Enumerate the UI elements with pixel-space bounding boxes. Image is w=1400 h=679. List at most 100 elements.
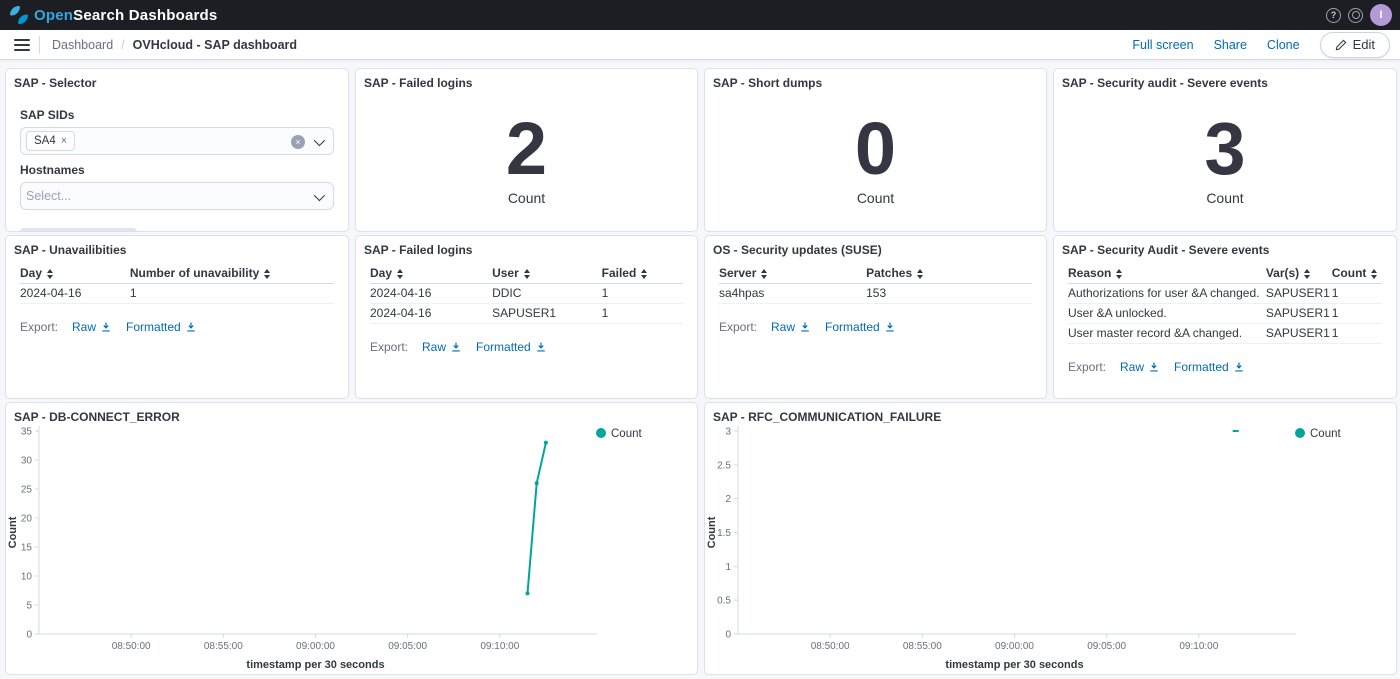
opensearch-logo-icon xyxy=(10,6,28,24)
export-raw-link[interactable]: Raw xyxy=(72,320,112,334)
table-row: 2024-04-16SAPUSER11 xyxy=(370,304,683,324)
line-chart[interactable]: 0510152025303508:50:0008:55:0009:00:0009… xyxy=(6,403,697,674)
remove-tag-icon[interactable]: × xyxy=(61,135,67,147)
legend-label: Count xyxy=(1310,428,1341,440)
table-cell: User master record &A changed. xyxy=(1068,324,1266,343)
sort-icon xyxy=(1304,269,1310,279)
y-tick-label: 2 xyxy=(725,494,731,505)
x-tick-label: 08:50:00 xyxy=(811,641,850,652)
chevron-down-icon[interactable] xyxy=(314,135,325,146)
panel-title[interactable]: SAP - Security Audit - Severe events xyxy=(1054,236,1396,257)
panel-title[interactable]: SAP - Short dumps xyxy=(705,69,1046,90)
table-row: User &A unlocked.SAPUSER11 xyxy=(1068,304,1382,324)
line-chart[interactable]: 00.511.522.5308:50:0008:55:0009:00:0009:… xyxy=(705,403,1396,674)
y-tick-label: 3 xyxy=(725,427,731,438)
table-row: 2024-04-16DDIC1 xyxy=(370,284,683,304)
share-button[interactable]: Share xyxy=(1214,38,1247,52)
table-cell: 1 xyxy=(602,304,683,323)
x-axis-title: timestamp per 30 seconds xyxy=(945,659,1083,671)
export-formatted-link[interactable]: Formatted xyxy=(825,320,896,334)
panel-title[interactable]: SAP - Selector xyxy=(6,69,348,90)
panel-title[interactable]: SAP - Unavailibities xyxy=(6,236,348,257)
hostnames-label: Hostnames xyxy=(20,163,334,177)
y-tick-label: 25 xyxy=(21,485,33,496)
help-icon[interactable]: ? xyxy=(1326,8,1341,23)
table-body: 2024-04-161 xyxy=(20,284,334,304)
export-row: Export: Raw Formatted xyxy=(20,320,334,334)
x-tick-label: 09:05:00 xyxy=(388,641,427,652)
sap-sids-label: SAP SIDs xyxy=(20,108,334,122)
table-cell: 1 xyxy=(602,284,683,303)
selector-buttons: Apply changes Cancel changes Clear form xyxy=(20,228,334,232)
table-cell: 153 xyxy=(866,284,1032,303)
table-cell: 2024-04-16 xyxy=(370,284,492,303)
panel-title[interactable]: SAP - Security audit - Severe events xyxy=(1054,69,1396,90)
y-axis-title: Count xyxy=(706,516,718,548)
sort-icon xyxy=(264,269,270,279)
legend-swatch xyxy=(1295,428,1305,438)
export-raw-link[interactable]: Raw xyxy=(771,320,811,334)
opensearch-logo[interactable]: OpenSearch Dashboards xyxy=(10,6,217,24)
edit-button[interactable]: Edit xyxy=(1320,32,1390,58)
column-header[interactable]: User xyxy=(492,264,602,283)
panel-title[interactable]: SAP - RFC_COMMUNICATION_FAILURE xyxy=(705,403,1396,424)
column-header[interactable]: Day xyxy=(370,264,492,283)
product-name: OpenSearch Dashboards xyxy=(34,7,217,24)
metric-value: 3 xyxy=(1204,112,1245,186)
column-header[interactable]: Number of unavaibility xyxy=(130,264,334,283)
sap-sids-combobox[interactable]: SA4 × × xyxy=(20,127,334,155)
panel-title[interactable]: SAP - Failed logins xyxy=(356,236,697,257)
download-icon xyxy=(535,341,547,353)
menu-icon[interactable] xyxy=(14,39,30,51)
metric-label: Count xyxy=(1206,190,1243,206)
download-icon xyxy=(185,321,197,333)
export-formatted-link[interactable]: Formatted xyxy=(126,320,197,334)
y-tick-label: 1 xyxy=(725,562,731,573)
legend-label: Count xyxy=(611,428,642,440)
y-tick-label: 10 xyxy=(21,572,33,583)
download-icon xyxy=(884,321,896,333)
export-raw-link[interactable]: Raw xyxy=(1120,360,1160,374)
download-icon xyxy=(100,321,112,333)
table-row: Authorizations for user &A changed.SAPUS… xyxy=(1068,284,1382,304)
table-header: ReasonVar(s)Count xyxy=(1068,264,1382,284)
column-header[interactable]: Day xyxy=(20,264,130,283)
sort-icon xyxy=(917,269,923,279)
column-header[interactable]: Reason xyxy=(1068,264,1266,283)
export-row: Export: Raw Formatted xyxy=(370,340,683,354)
apply-changes-button[interactable]: Apply changes xyxy=(20,228,137,232)
panel-short-dumps-metric: SAP - Short dumps 0 Count xyxy=(704,68,1047,232)
breadcrumb: Dashboard / OVHcloud - SAP dashboard xyxy=(52,38,297,52)
export-formatted-link[interactable]: Formatted xyxy=(476,340,547,354)
toolbar-actions: Full screen Share Clone Edit xyxy=(1132,32,1390,58)
panel-title[interactable]: SAP - DB-CONNECT_ERROR xyxy=(6,403,697,424)
breadcrumb-dashboard[interactable]: Dashboard xyxy=(52,38,113,52)
clone-button[interactable]: Clone xyxy=(1267,38,1300,52)
sort-icon xyxy=(1371,269,1377,279)
column-header[interactable]: Var(s) xyxy=(1266,264,1332,283)
selector-form: SAP SIDs SA4 × × Hostnames Select... App… xyxy=(6,90,348,232)
export-formatted-link[interactable]: Formatted xyxy=(1174,360,1245,374)
panel-db-connect-error-chart: 0510152025303508:50:0008:55:0009:00:0009… xyxy=(5,402,698,675)
download-icon xyxy=(1233,361,1245,373)
clear-selection-icon[interactable]: × xyxy=(291,135,305,149)
gear-icon[interactable] xyxy=(1348,8,1363,23)
toolbar-divider xyxy=(39,36,40,54)
column-header[interactable]: Server xyxy=(719,264,866,283)
panel-unavailabilities-table: SAP - Unavailibities DayNumber of unavai… xyxy=(5,235,349,399)
series-line xyxy=(527,443,545,594)
table-cell: SAPUSER1 xyxy=(1266,284,1332,303)
sort-icon xyxy=(641,269,647,279)
panel-title[interactable]: SAP - Failed logins xyxy=(356,69,697,90)
avatar[interactable]: I xyxy=(1370,4,1392,26)
panel-title[interactable]: OS - Security updates (SUSE) xyxy=(705,236,1046,257)
chevron-down-icon[interactable] xyxy=(314,190,325,201)
breadcrumb-separator: / xyxy=(121,38,124,52)
full-screen-button[interactable]: Full screen xyxy=(1132,38,1193,52)
column-header[interactable]: Count xyxy=(1332,264,1382,283)
column-header[interactable]: Failed xyxy=(602,264,683,283)
panel-security-audit-table: SAP - Security Audit - Severe events Rea… xyxy=(1053,235,1397,399)
export-raw-link[interactable]: Raw xyxy=(422,340,462,354)
hostnames-select[interactable]: Select... xyxy=(20,182,334,210)
column-header[interactable]: Patches xyxy=(866,264,1032,283)
